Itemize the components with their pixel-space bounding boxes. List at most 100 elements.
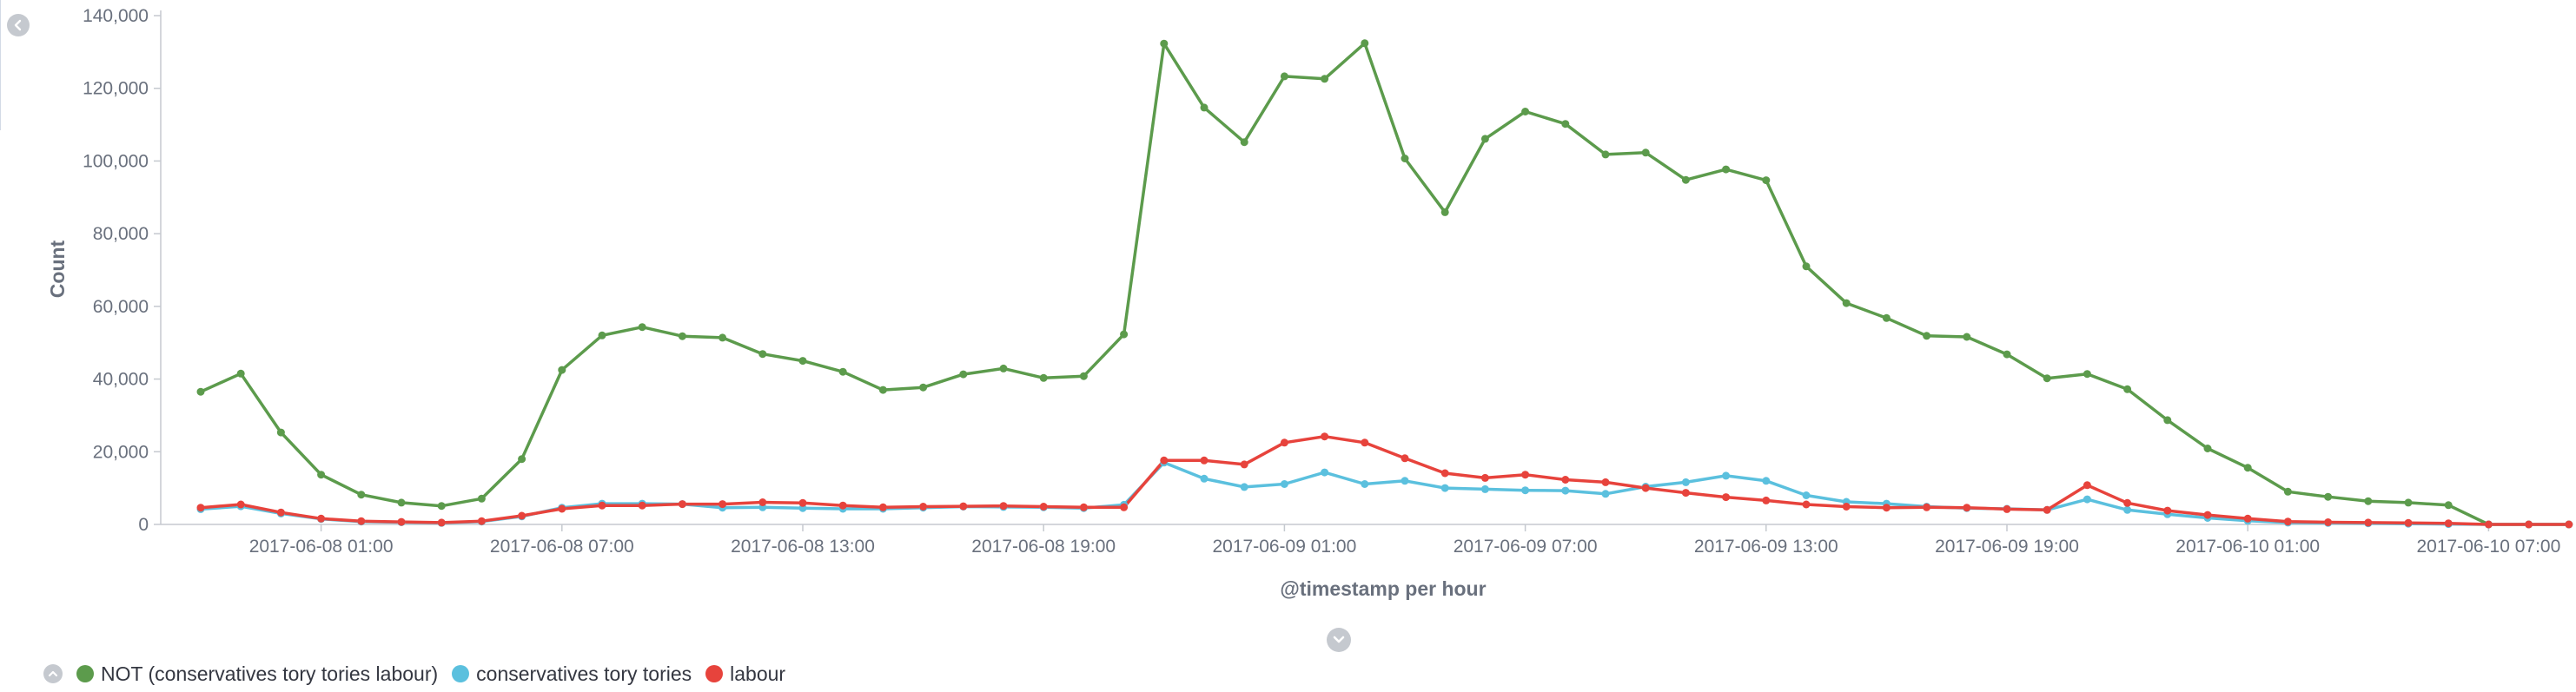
data-point[interactable] (1440, 469, 1449, 478)
legend-item-labour[interactable]: labour (705, 662, 785, 686)
data-point[interactable] (1280, 438, 1288, 447)
data-point[interactable] (317, 471, 326, 479)
data-point[interactable] (1361, 438, 1369, 447)
data-point[interactable] (1160, 39, 1169, 48)
data-point[interactable] (1039, 373, 1048, 382)
data-point[interactable] (1521, 471, 1530, 479)
data-point[interactable] (1882, 313, 1891, 322)
data-point[interactable] (1200, 103, 1209, 112)
data-point[interactable] (196, 504, 205, 512)
data-point[interactable] (1160, 456, 1169, 465)
data-point[interactable] (2203, 511, 2212, 519)
data-point[interactable] (1120, 330, 1129, 339)
data-point[interactable] (1039, 503, 1048, 511)
data-point[interactable] (638, 501, 646, 510)
data-point[interactable] (1561, 120, 1570, 129)
data-point[interactable] (1401, 477, 1409, 485)
data-point[interactable] (2283, 517, 2292, 526)
data-point[interactable] (1681, 489, 1690, 498)
legend-item-not[interactable]: NOT (conservatives tory tories labour) (76, 662, 438, 686)
data-point[interactable] (196, 387, 205, 396)
data-point[interactable] (1722, 165, 1731, 174)
data-point[interactable] (1240, 460, 1248, 469)
data-point[interactable] (2565, 520, 2573, 529)
data-point[interactable] (1601, 490, 1610, 498)
data-point[interactable] (2043, 374, 2051, 383)
data-point[interactable] (2283, 487, 2292, 496)
data-point[interactable] (2083, 370, 2091, 379)
data-point[interactable] (2324, 518, 2333, 526)
data-point[interactable] (1601, 478, 1610, 486)
data-point[interactable] (2364, 497, 2373, 505)
data-point[interactable] (357, 491, 366, 499)
data-point[interactable] (1240, 483, 1248, 491)
data-point[interactable] (1280, 480, 1288, 488)
data-point[interactable] (1280, 72, 1288, 81)
data-point[interactable] (2163, 416, 2172, 425)
data-point[interactable] (2243, 514, 2252, 523)
data-point[interactable] (718, 333, 727, 342)
data-point[interactable] (2484, 520, 2493, 529)
data-point[interactable] (276, 428, 285, 437)
data-point[interactable] (1802, 262, 1811, 271)
data-point[interactable] (1802, 500, 1811, 509)
data-point[interactable] (2203, 445, 2212, 452)
data-point[interactable] (1762, 176, 1771, 185)
data-point[interactable] (518, 455, 526, 464)
data-point[interactable] (2003, 504, 2011, 513)
data-point[interactable] (1641, 148, 1650, 157)
data-point[interactable] (357, 517, 366, 525)
data-point[interactable] (2364, 518, 2373, 527)
data-point[interactable] (959, 370, 968, 379)
data-point[interactable] (317, 514, 326, 523)
data-point[interactable] (758, 498, 767, 506)
data-point[interactable] (437, 502, 446, 511)
data-point[interactable] (1120, 503, 1129, 511)
data-point[interactable] (878, 386, 887, 394)
data-point[interactable] (2324, 492, 2333, 501)
data-point[interactable] (1361, 39, 1369, 48)
data-point[interactable] (758, 350, 767, 359)
data-point[interactable] (798, 498, 807, 507)
data-point[interactable] (878, 503, 887, 511)
data-point[interactable] (1722, 471, 1731, 480)
data-point[interactable] (1079, 503, 1088, 511)
data-point[interactable] (1923, 503, 1931, 511)
data-point[interactable] (1963, 333, 1971, 341)
data-point[interactable] (838, 367, 847, 376)
data-point[interactable] (1321, 432, 1329, 441)
data-point[interactable] (558, 504, 566, 513)
data-point[interactable] (1641, 484, 1650, 492)
data-point[interactable] (2003, 350, 2011, 359)
data-point[interactable] (1882, 504, 1891, 512)
data-point[interactable] (1802, 491, 1811, 499)
data-point[interactable] (1521, 108, 1530, 115)
data-point[interactable] (2525, 520, 2533, 529)
data-point[interactable] (598, 501, 606, 510)
expand-chart-button[interactable] (1327, 628, 1351, 652)
data-point[interactable] (678, 332, 686, 340)
data-point[interactable] (1561, 476, 1570, 484)
data-point[interactable] (2243, 464, 2252, 472)
data-point[interactable] (678, 500, 686, 509)
data-point[interactable] (477, 494, 486, 503)
data-point[interactable] (1361, 480, 1369, 488)
data-point[interactable] (276, 508, 285, 517)
data-point[interactable] (1480, 473, 1489, 482)
data-point[interactable] (1762, 496, 1771, 504)
data-point[interactable] (1762, 477, 1771, 485)
data-point[interactable] (1401, 155, 1409, 162)
data-point[interactable] (236, 500, 245, 509)
data-point[interactable] (638, 323, 646, 332)
data-point[interactable] (1321, 468, 1329, 477)
data-point[interactable] (1401, 454, 1409, 463)
data-point[interactable] (1480, 135, 1489, 143)
data-point[interactable] (1480, 484, 1489, 493)
data-point[interactable] (437, 518, 446, 527)
data-point[interactable] (2083, 495, 2091, 504)
data-point[interactable] (1722, 493, 1731, 502)
data-point[interactable] (919, 383, 928, 392)
data-point[interactable] (1321, 75, 1329, 83)
data-point[interactable] (2123, 505, 2132, 514)
data-point[interactable] (1440, 208, 1449, 216)
